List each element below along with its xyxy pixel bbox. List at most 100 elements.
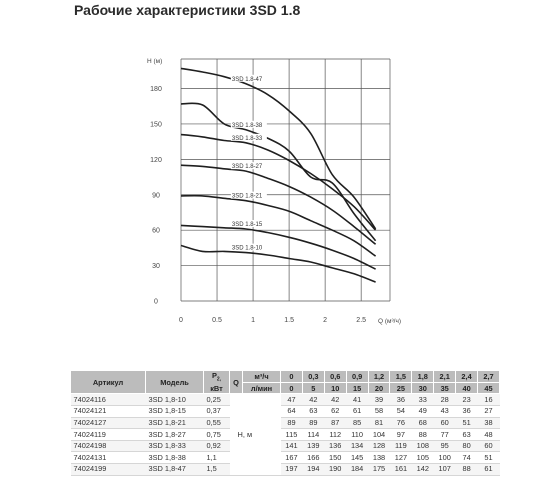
cell-head-value: 88: [411, 428, 434, 441]
q-m3h-1: 0,3: [301, 370, 325, 383]
page-title: Рабочие характеристики 3SD 1.8: [74, 2, 301, 18]
series-label-bg: [230, 219, 267, 227]
cell-model: 3SD 1,8-33: [145, 440, 204, 453]
q-m3h-5: 1,5: [389, 370, 413, 383]
cell-head-value: 48: [477, 428, 500, 441]
cell-head-value: 107: [433, 463, 456, 476]
x-tick-label: 0.5: [212, 317, 222, 324]
curve-3sd-1-8-33: [180, 133, 377, 231]
header-m3h: м³/ч: [242, 370, 281, 383]
table-row: 74024199 3SD 1,8-47 1,5 197 194 190 184 175 161 1…: [70, 463, 500, 476]
cell-head-value: 128: [368, 440, 390, 453]
cell-head-value: 81: [368, 417, 390, 430]
q-m3h-0: 0: [280, 370, 303, 383]
cell-head-value: 89: [302, 417, 325, 430]
x-tick-label: 1: [251, 317, 255, 324]
q-m3h-8: 2,4: [455, 370, 479, 383]
cell-head-value: 47: [280, 393, 303, 407]
y-tick-label: 90: [152, 192, 160, 199]
cell-head-value: 41: [346, 393, 369, 407]
cell-head-value: 74: [455, 451, 478, 465]
cell-head-value: 58: [368, 405, 390, 418]
header-article: Артикул: [70, 369, 146, 395]
series-label-bg: [230, 191, 267, 199]
table-row: 74024127 3SD 1,8-21 0,55 89 89 87 85 81 76 68 60 51…: [70, 417, 500, 430]
table-row: 74024119 3SD 1,8-27 0,75 115 114 112 110 104 97 8…: [70, 428, 500, 441]
curve-3sd-1-8-27: [180, 164, 377, 245]
cell-head-value: 36: [455, 405, 478, 418]
table-row: 74024131 3SD 1,8-38 1,1 167 166 150 145 138 127 1…: [70, 451, 500, 465]
cell-head-value: 136: [324, 440, 347, 453]
cell-head-value: 80: [455, 440, 478, 453]
cell-head-value: 49: [411, 405, 434, 418]
series-label: 3SD 1.8-10: [232, 246, 263, 252]
y-tick-label: 0: [154, 299, 158, 306]
cell-head-value: 134: [346, 440, 369, 453]
y-tick-label: 180: [150, 86, 162, 93]
cell-model: 3SD 1,8-21: [145, 417, 204, 430]
x-tick-label: 0: [179, 317, 183, 324]
cell-head-value: 127: [389, 451, 412, 465]
cell-model: 3SD 1,8-38: [145, 451, 204, 465]
chart-axes: 0 0.5 1 1.5 2 2.5 0 30 60 90 120 150 180 H (м) Q (м³/ч…: [147, 58, 401, 325]
cell-head-value: 68: [411, 417, 434, 430]
cell-head-value: 150: [324, 451, 347, 465]
header-lmin: л/мин: [242, 381, 281, 395]
cell-power: 0,25: [203, 393, 230, 407]
q-lmin-2: 10: [323, 381, 347, 395]
series-label: 3SD 1.8-15: [232, 222, 263, 228]
cell-head-value: 167: [280, 451, 303, 465]
x-tick-label: 2.5: [356, 317, 366, 324]
y-axis-label: H (м): [147, 58, 162, 65]
table-row: 74024198 3SD 1,8-33 0,92 141 139 136 134 128 119…: [70, 440, 500, 453]
series-label-bg: [230, 74, 267, 82]
cell-head-value: 95: [433, 440, 456, 453]
cell-head-value: 89: [280, 417, 303, 430]
cell-head-value: 64: [280, 405, 303, 418]
cell-power: 0,37: [203, 405, 230, 418]
header-power-symbol: P: [211, 371, 217, 380]
cell-head-value: 61: [477, 463, 500, 476]
series-label-bg: [230, 162, 267, 170]
cell-head-value: 108: [411, 440, 434, 453]
cell-head-value: 175: [368, 463, 390, 476]
cell-head-value: 76: [389, 417, 412, 430]
cell-head-value: 42: [324, 393, 347, 407]
cell-article: 74024198: [70, 440, 146, 453]
q-lmin-1: 5: [301, 381, 325, 395]
header-power-sub: 2,: [216, 376, 222, 383]
cell-power: 1,5: [203, 463, 230, 476]
cell-model: 3SD 1,8-10: [145, 393, 204, 407]
header-power-unit: кВт: [210, 384, 223, 394]
q-m3h-6: 1,8: [411, 370, 435, 383]
q-lmin-7: 35: [433, 381, 457, 395]
chart-grid: [180, 58, 391, 302]
cell-head-value: 27: [477, 405, 500, 418]
q-lmin-0: 0: [280, 381, 303, 395]
cell-head-value: 63: [302, 405, 325, 418]
cell-head-value: 97: [389, 428, 412, 441]
cell-head-value: 88: [455, 463, 478, 476]
cell-head-value: 161: [389, 463, 412, 476]
cell-head-value: 100: [433, 451, 456, 465]
curve-3sd-1-8-21: [180, 194, 377, 257]
cell-head-value: 43: [433, 405, 456, 418]
cell-model: 3SD 1,8-47: [145, 463, 204, 476]
header-q: Q: [229, 369, 243, 395]
pump-curve-chart: 0 0.5 1 1.5 2 2.5 0 30 60 90 120 150 180 H (м) Q (м³/ч…: [147, 58, 401, 325]
series-label-bg: [230, 133, 267, 141]
cell-article: 74024131: [70, 451, 146, 465]
cell-head-value: 38: [477, 417, 500, 430]
chart-curves: [180, 67, 377, 283]
series-label: 3SD 1.8-33: [232, 136, 263, 142]
cell-head-value: 139: [302, 440, 325, 453]
cell-power: 0,75: [203, 428, 230, 441]
spec-table-wrap: Артикул Модель P2, кВт Q м³/ч 0 0,3 0,6 …: [70, 369, 500, 476]
cell-head-value: 42: [302, 393, 325, 407]
q-m3h-7: 2,1: [433, 370, 457, 383]
series-label: 3SD 1.8-47: [232, 77, 263, 83]
cell-head-value: 60: [477, 440, 500, 453]
series-label: 3SD 1.8-21: [232, 194, 263, 200]
cell-head-value: 51: [477, 451, 500, 465]
table-row: 74024121 3SD 1,8-15 0,37 64 63 62 61 58 54 49 43 36…: [70, 405, 500, 418]
